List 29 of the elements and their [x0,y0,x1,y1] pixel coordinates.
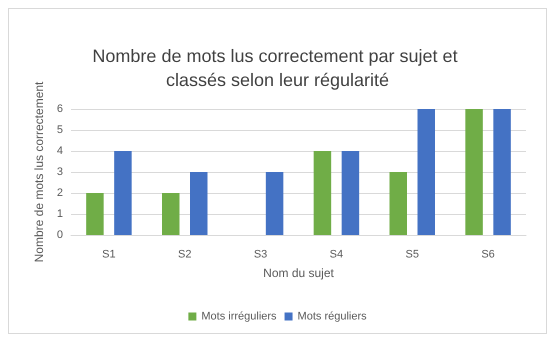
y-tick-label: 4 [56,145,63,157]
bar [162,193,180,235]
y-tick-label: 1 [56,208,63,220]
bar [493,109,511,235]
bar [342,151,360,235]
bar [314,151,332,235]
x-tick-label: S4 [330,248,344,260]
bar [465,109,483,235]
bar [114,151,132,235]
y-axis-title: Nombre de mots lus correctement [32,80,46,262]
bar [190,172,208,235]
bar [86,193,104,235]
legend-label: Mots irréguliers [201,310,278,322]
x-tick-label: S6 [481,248,495,260]
chart-title: Nombre de mots lus correctement par sujet et classés selon leur régularité [92,46,463,90]
x-tick-label: S1 [102,248,116,260]
y-tick-label: 6 [56,103,63,115]
x-tick-label: S2 [178,248,192,260]
y-tick-label: 0 [56,229,63,241]
y-tick-label: 2 [56,187,63,199]
bar [418,109,435,235]
legend-label: Mots réguliers [298,310,368,322]
x-axis-title: Nom du sujet [263,266,335,280]
bar [266,172,284,235]
x-tick-label: S5 [406,248,419,260]
x-tick-label: S3 [254,248,268,260]
y-tick-label: 5 [56,124,63,136]
y-tick-label: 3 [56,166,63,178]
bar [390,172,407,235]
